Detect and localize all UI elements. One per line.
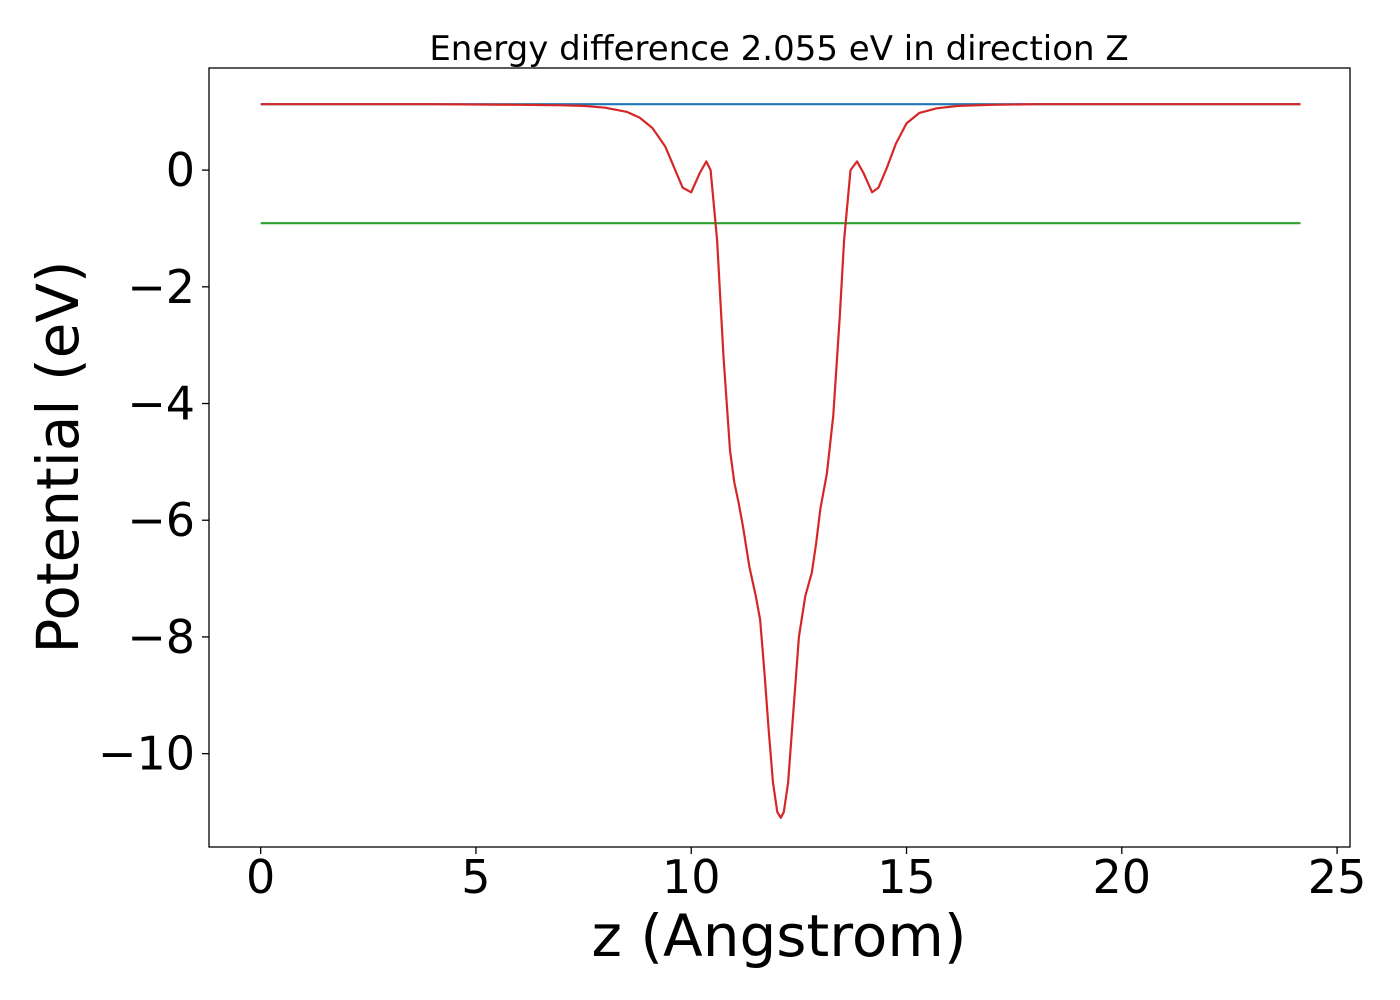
- plot-frame: [208, 67, 1351, 848]
- x-axis: 0 5 10 15 20 25: [246, 847, 1366, 904]
- y-tick-label: −2: [127, 260, 195, 314]
- x-axis-label: z (Angstrom): [592, 902, 967, 970]
- y-tick-label: 0: [166, 143, 195, 197]
- y-tick-label: −10: [98, 727, 195, 781]
- series-line-3: [260, 103, 1301, 819]
- y-tick-label: −8: [127, 610, 195, 664]
- x-tick-label: 25: [1308, 850, 1367, 904]
- chart-title: Energy difference 2.055 eV in direction …: [429, 29, 1128, 69]
- x-tick-label: 5: [461, 850, 490, 904]
- x-tick-label: 0: [246, 850, 275, 904]
- x-tick-label: 10: [662, 850, 721, 904]
- y-tick-label: −6: [127, 493, 195, 547]
- x-tick-label: 20: [1093, 850, 1152, 904]
- y-tick-label: −4: [127, 377, 195, 431]
- y-axis-label: Potential (eV): [24, 260, 92, 653]
- plot-area: [260, 103, 1301, 819]
- x-tick-label: 15: [877, 850, 936, 904]
- y-axis: 0 −2 −4 −6 −8 −10: [98, 143, 209, 781]
